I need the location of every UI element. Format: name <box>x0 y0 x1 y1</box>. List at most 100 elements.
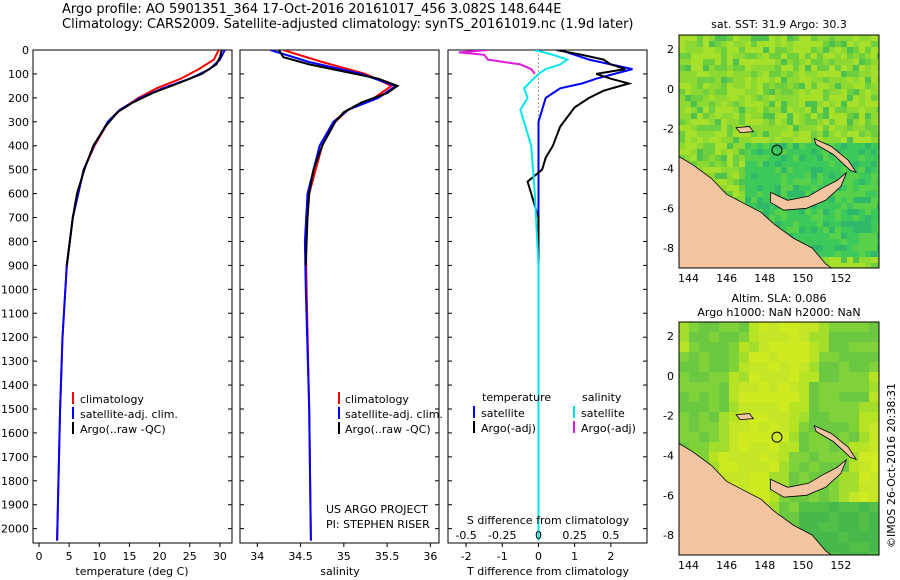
map-cell <box>809 472 819 482</box>
map-cell <box>787 113 793 119</box>
map-cell <box>759 352 769 362</box>
map-cell <box>849 372 859 382</box>
map-cell <box>859 131 865 137</box>
map-cell <box>733 173 739 179</box>
map-cell <box>749 422 759 432</box>
map-cell <box>819 522 829 532</box>
map-cell <box>871 137 877 143</box>
map-cell <box>841 179 847 185</box>
map-cell <box>757 89 763 95</box>
map-cell <box>871 263 877 268</box>
map-cell <box>697 155 703 161</box>
map-cell <box>751 83 757 89</box>
map-cell <box>853 215 859 221</box>
map-cell <box>739 179 745 185</box>
map-cell <box>709 402 719 412</box>
map-cell <box>809 412 819 422</box>
map-cell <box>763 161 769 167</box>
map-cell <box>715 119 721 125</box>
map-cell <box>853 173 859 179</box>
map-cell <box>811 233 817 239</box>
map-cell <box>829 161 835 167</box>
map-cell <box>877 209 879 215</box>
map-cell <box>689 422 699 432</box>
map-cell <box>787 95 793 101</box>
map-cell <box>809 392 819 402</box>
map-cell <box>829 215 835 221</box>
map-cell <box>871 185 877 191</box>
map-cell <box>775 113 781 119</box>
map-cell <box>733 137 739 143</box>
map-cell <box>823 251 829 257</box>
map-cell <box>835 215 841 221</box>
map-cell <box>829 209 835 215</box>
map-cell <box>759 492 769 502</box>
map-cell <box>859 125 865 131</box>
depth-tick-label: 1600 <box>1 427 29 440</box>
map-cell <box>799 372 809 382</box>
map-cell <box>703 161 709 167</box>
map-cell <box>691 155 697 161</box>
map-cell <box>719 462 729 472</box>
map-cell <box>817 101 823 107</box>
map-cell <box>869 412 879 422</box>
map-cell <box>787 125 793 131</box>
new-guinea-land <box>679 156 833 268</box>
map-cell <box>853 245 859 251</box>
map-cell <box>715 77 721 83</box>
map-cell <box>789 422 799 432</box>
map-cell <box>859 452 869 462</box>
map-cell <box>757 203 763 209</box>
map-cell <box>859 482 869 492</box>
map-cell <box>769 392 779 402</box>
map-cell <box>841 53 847 59</box>
map-cell <box>763 209 769 215</box>
map-cell <box>871 221 877 227</box>
map-cell <box>703 131 709 137</box>
map-cell <box>739 35 745 41</box>
map-cell <box>849 362 859 372</box>
map-cell <box>745 77 751 83</box>
map-cell <box>699 452 709 462</box>
temperature-legend: climatology satellite-adj. clim. Argo(..… <box>72 392 178 436</box>
map-cell <box>697 113 703 119</box>
map-cell <box>729 382 739 392</box>
map-cell <box>775 107 781 113</box>
temperature-xtick-label: 30 <box>213 550 227 563</box>
map-cell <box>799 392 809 402</box>
map-cell <box>799 522 809 532</box>
map-cell <box>769 492 779 502</box>
differences-xtick-label: 0 <box>535 550 542 563</box>
map-cell <box>751 65 757 71</box>
map-cell <box>839 452 849 462</box>
map-cell <box>847 251 853 257</box>
map-cell <box>849 342 859 352</box>
difference-x2tick-label: 0.25 <box>562 529 587 542</box>
map-cell <box>749 452 759 462</box>
map-cell <box>859 502 869 512</box>
map-cell <box>799 239 805 245</box>
map-cell <box>823 167 829 173</box>
map-cell <box>799 113 805 119</box>
map-cell <box>745 89 751 95</box>
map-cell <box>823 227 829 233</box>
map-cell <box>729 392 739 402</box>
map-cell <box>823 65 829 71</box>
map-cell <box>749 332 759 342</box>
map-cell <box>793 59 799 65</box>
map-cell <box>739 402 749 412</box>
map-xtick-label: 150 <box>792 559 813 572</box>
map-cell <box>835 65 841 71</box>
map-cell <box>739 185 745 191</box>
map-cell <box>709 137 715 143</box>
map-cell <box>823 113 829 119</box>
map-cell <box>841 233 847 239</box>
map-cell <box>839 512 849 522</box>
map-cell <box>811 131 817 137</box>
temperature-xtick-label: 20 <box>153 550 167 563</box>
map-cell <box>799 35 805 41</box>
map-cell <box>689 322 699 332</box>
difference-plot-frame <box>447 49 648 544</box>
map-cell <box>757 113 763 119</box>
map-cell <box>823 77 829 83</box>
